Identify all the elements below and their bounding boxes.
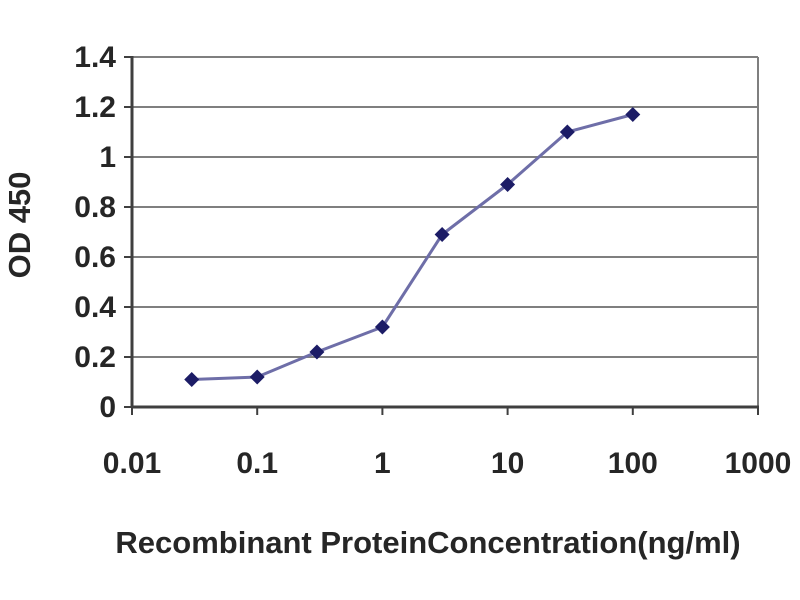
data-series <box>184 107 641 387</box>
y-tick-label: 0.6 <box>74 241 116 274</box>
y-tick-label: 0.4 <box>74 291 116 324</box>
y-tick-label: 1.2 <box>74 91 116 124</box>
gridlines <box>132 56 759 407</box>
x-tick-label: 10 <box>491 447 524 480</box>
data-point-marker <box>559 124 575 140</box>
x-tick-label: 1 <box>374 447 391 480</box>
tick-marks <box>124 56 759 415</box>
y-axis-title: OD 450 <box>2 172 37 279</box>
data-point-marker <box>184 372 200 387</box>
data-point-marker <box>309 344 325 360</box>
data-point-marker <box>500 177 516 192</box>
y-tick-label: 0.2 <box>74 341 116 374</box>
y-tick-label: 0.8 <box>74 191 116 224</box>
data-point-marker <box>249 369 265 385</box>
x-tick-labels: 0.01 0.1 1 10 100 1000 <box>103 447 792 480</box>
x-tick-label: 0.1 <box>236 447 278 480</box>
x-tick-label: 0.01 <box>103 447 161 480</box>
y-tick-label: 1 <box>99 141 116 174</box>
data-point-marker <box>374 319 390 335</box>
series-line <box>190 113 635 381</box>
y-tick-label: 0 <box>99 391 116 424</box>
data-point-marker <box>434 227 450 242</box>
x-axis-title: Recombinant ProteinConcentration(ng/ml) <box>115 525 740 560</box>
x-tick-label: 1000 <box>725 447 792 480</box>
x-tick-label: 100 <box>608 447 658 480</box>
data-point-marker <box>625 107 641 122</box>
y-tick-labels: 0 0.2 0.4 0.6 0.8 1 1.2 1.4 <box>74 41 116 424</box>
axes <box>130 56 759 409</box>
y-tick-label: 1.4 <box>74 41 116 74</box>
